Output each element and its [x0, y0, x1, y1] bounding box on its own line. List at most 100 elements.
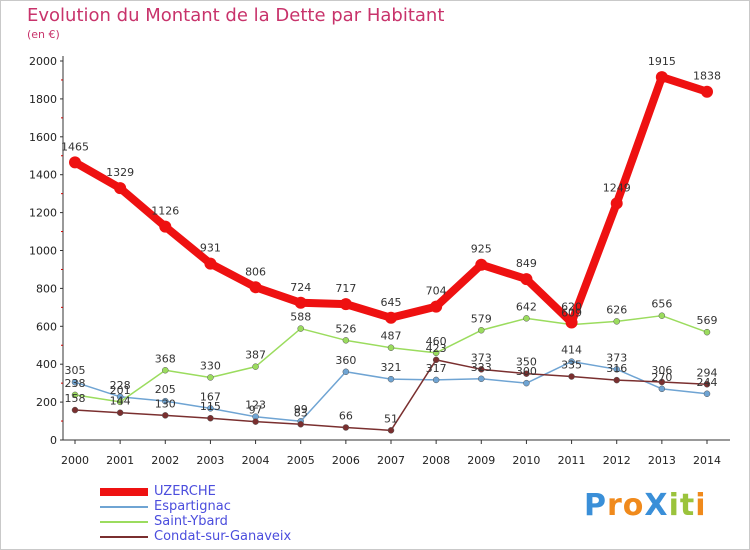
data-label: 1126	[151, 205, 179, 218]
data-label: 323	[471, 361, 492, 374]
data-label: 99	[294, 403, 308, 416]
legend-swatch	[100, 536, 148, 538]
x-tick-label: 2010	[512, 454, 540, 467]
data-point	[613, 318, 620, 325]
data-point	[658, 378, 666, 386]
data-label: 373	[471, 351, 492, 364]
y-tick-label: 0	[50, 434, 57, 447]
data-point	[116, 409, 124, 416]
data-label: 1465	[61, 140, 89, 153]
data-label: 305	[65, 364, 86, 377]
data-point	[432, 376, 440, 384]
data-point	[703, 390, 711, 398]
data-point	[162, 367, 169, 374]
chart-title: Evolution du Montant de la Dette par Hab…	[27, 5, 445, 26]
data-point	[658, 385, 666, 393]
data-point	[565, 316, 578, 329]
data-label: 460	[426, 335, 447, 348]
data-label: 51	[384, 412, 398, 425]
data-point	[114, 182, 127, 195]
data-label: 294	[697, 366, 718, 379]
data-point	[252, 418, 259, 425]
x-tick-label: 2012	[603, 454, 631, 467]
data-label: 569	[697, 314, 718, 327]
data-point	[71, 406, 79, 414]
data-label: 626	[606, 303, 627, 316]
proxiti-logo: ProXiti	[584, 488, 707, 523]
data-label: 158	[65, 392, 86, 405]
logo-letter: r	[607, 488, 623, 523]
data-point	[162, 412, 169, 419]
data-label: 704	[426, 285, 447, 298]
data-point	[432, 349, 440, 357]
data-label: 97	[249, 404, 263, 417]
data-label: 931	[200, 242, 221, 255]
data-label: 167	[200, 390, 221, 403]
x-tick-label: 2011	[558, 454, 586, 467]
x-tick-label: 2008	[422, 454, 450, 467]
y-tick-label: 200	[36, 396, 57, 409]
data-point	[297, 421, 304, 428]
data-label: 526	[335, 322, 356, 335]
data-point	[430, 300, 443, 313]
data-label: 588	[290, 311, 311, 324]
data-point	[207, 374, 214, 381]
data-point	[523, 379, 530, 387]
data-label: 387	[245, 349, 266, 362]
data-point	[207, 405, 214, 412]
data-point	[159, 220, 172, 233]
data-label: 144	[110, 395, 131, 408]
data-point	[339, 298, 352, 311]
logo-letter: P	[584, 488, 607, 523]
data-label: 724	[290, 281, 311, 294]
y-tick-label: 1600	[29, 131, 57, 144]
data-label: 368	[155, 352, 176, 365]
data-label: 83	[294, 406, 308, 419]
data-point	[385, 311, 397, 324]
data-point	[613, 376, 620, 384]
data-label: 123	[245, 399, 266, 412]
data-label: 360	[335, 354, 356, 367]
data-label: 316	[606, 362, 627, 375]
data-label: 414	[561, 344, 582, 357]
data-point	[658, 312, 666, 319]
data-point	[475, 258, 488, 271]
data-point	[520, 273, 533, 286]
x-tick-label: 2009	[467, 454, 495, 467]
legend-label: UZERCHE	[154, 484, 216, 499]
data-point	[478, 375, 485, 383]
data-label: 201	[110, 384, 131, 397]
data-label: 350	[516, 356, 537, 369]
legend-swatch	[100, 488, 148, 496]
data-point	[252, 363, 259, 370]
data-label: 270	[651, 371, 672, 384]
data-point	[69, 156, 81, 169]
data-label: 656	[651, 298, 672, 311]
x-tick-label: 2000	[61, 454, 89, 467]
data-point	[655, 71, 668, 84]
data-point	[342, 424, 350, 431]
data-label: 238	[65, 377, 86, 390]
data-label: 1915	[648, 55, 676, 68]
data-point	[207, 414, 214, 422]
data-point	[387, 344, 395, 351]
logo-letter: X	[644, 488, 669, 523]
data-label: 925	[471, 243, 492, 256]
legend-label: Saint-Ybard	[154, 514, 228, 529]
data-point	[249, 281, 262, 294]
logo-letter: o	[622, 488, 645, 523]
data-label: 317	[426, 362, 447, 375]
data-point	[523, 370, 530, 377]
data-label: 321	[381, 361, 402, 374]
y-tick-label: 1200	[29, 207, 57, 220]
data-label: 335	[561, 359, 582, 372]
data-point	[71, 378, 79, 386]
data-label: 306	[651, 364, 672, 377]
chart-subtitle: (en €)	[27, 28, 60, 41]
data-point	[432, 356, 440, 364]
data-label: 423	[426, 342, 447, 355]
data-point	[703, 328, 711, 336]
y-tick-label: 2000	[29, 55, 57, 68]
data-label: 330	[200, 359, 221, 372]
data-point	[387, 427, 395, 434]
